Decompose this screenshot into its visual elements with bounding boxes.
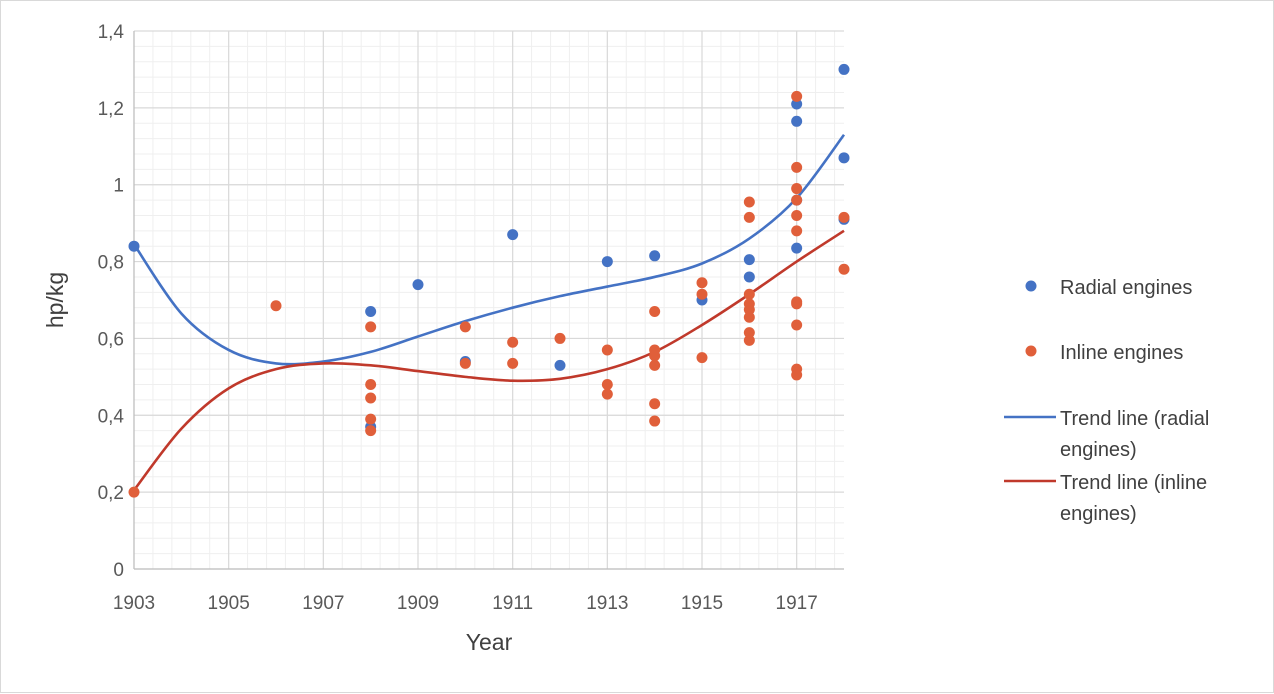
y-tick-label: 0,8 bbox=[98, 253, 124, 274]
data-point-radial bbox=[554, 359, 566, 371]
data-point-inline bbox=[365, 392, 377, 404]
data-point-inline bbox=[649, 398, 661, 410]
y-tick-label: 0,6 bbox=[98, 329, 124, 350]
y-axis-title: hp/kg bbox=[42, 272, 68, 328]
legend-item-2-label: Inline engines bbox=[1060, 342, 1183, 364]
data-point-inline bbox=[459, 321, 471, 333]
data-point-inline bbox=[791, 90, 803, 102]
data-point-inline bbox=[649, 359, 661, 371]
data-point-inline bbox=[459, 357, 471, 369]
data-point-inline bbox=[743, 288, 755, 300]
data-point-radial bbox=[507, 229, 519, 241]
data-point-inline bbox=[554, 332, 566, 344]
data-point-inline bbox=[743, 211, 755, 223]
x-tick-label: 1915 bbox=[681, 593, 723, 614]
trend-line-inline bbox=[132, 229, 845, 492]
y-tick-label: 1 bbox=[113, 176, 124, 197]
data-point-radial bbox=[649, 250, 661, 262]
legend-item-3-label: engines) bbox=[1060, 439, 1137, 461]
data-point-radial bbox=[365, 306, 377, 318]
y-tick-label: 1,4 bbox=[98, 22, 125, 43]
tick-labels: 0 0,2 0,4 0,6 0,8 1 1,2 1,4 1903 1905 1907 1909 1911… bbox=[98, 22, 818, 614]
legend-item-3-label: Trend line (radial bbox=[1060, 408, 1209, 430]
data-point-inline bbox=[791, 194, 803, 206]
trend-lines bbox=[132, 133, 846, 492]
data-point-inline bbox=[743, 327, 755, 339]
legend-item-4-label: engines) bbox=[1060, 503, 1137, 525]
data-point-inline bbox=[791, 209, 803, 221]
data-point-inline bbox=[601, 379, 613, 391]
data-point-radial bbox=[743, 254, 755, 266]
data-point-radial bbox=[791, 115, 803, 127]
legend-item-4-label: Trend line (inline bbox=[1060, 472, 1207, 494]
x-axis-title: Year bbox=[466, 629, 513, 655]
data-point-inline bbox=[743, 196, 755, 208]
data-point-inline bbox=[838, 211, 850, 223]
data-point-inline bbox=[791, 298, 803, 310]
data-point-inline bbox=[791, 225, 803, 237]
y-tick-label: 0 bbox=[113, 560, 124, 581]
x-tick-label: 1917 bbox=[776, 593, 818, 614]
data-point-radial bbox=[838, 152, 850, 164]
data-point-radial bbox=[601, 256, 613, 268]
y-tick-label: 1,2 bbox=[98, 99, 124, 120]
data-point-inline bbox=[365, 379, 377, 391]
data-point-inline bbox=[649, 306, 661, 318]
data-point-radial bbox=[743, 271, 755, 283]
data-point-inline bbox=[365, 413, 377, 425]
data-point-inline bbox=[696, 352, 708, 364]
data-points bbox=[128, 63, 850, 498]
x-tick-label: 1907 bbox=[302, 593, 344, 614]
data-point-inline bbox=[649, 350, 661, 362]
data-point-radial bbox=[128, 240, 140, 252]
data-point-inline bbox=[601, 388, 613, 400]
data-point-radial bbox=[791, 242, 803, 254]
legend-item-2-marker bbox=[1025, 345, 1037, 357]
legend-item-1-marker bbox=[1025, 280, 1037, 292]
data-point-inline bbox=[791, 319, 803, 331]
x-tick-label: 1913 bbox=[586, 593, 628, 614]
x-tick-label: 1905 bbox=[208, 593, 250, 614]
x-tick-label: 1903 bbox=[113, 593, 155, 614]
data-point-inline bbox=[365, 425, 377, 437]
data-point-inline bbox=[743, 334, 755, 346]
data-point-inline bbox=[743, 304, 755, 316]
y-tick-label: 0,2 bbox=[98, 483, 124, 504]
data-point-inline bbox=[649, 415, 661, 427]
legend: Radial engines Inline engines Trend line (… bbox=[1004, 277, 1209, 525]
data-point-inline bbox=[601, 344, 613, 356]
data-point-inline bbox=[270, 300, 282, 312]
data-point-radial bbox=[791, 98, 803, 110]
data-point-inline bbox=[696, 288, 708, 300]
data-point-inline bbox=[791, 369, 803, 381]
legend-item-1-label: Radial engines bbox=[1060, 277, 1192, 299]
data-point-inline bbox=[791, 183, 803, 195]
data-point-inline bbox=[791, 161, 803, 173]
data-point-inline bbox=[838, 263, 850, 275]
data-point-inline bbox=[507, 336, 519, 348]
data-point-radial bbox=[412, 279, 424, 291]
y-tick-label: 0,4 bbox=[98, 406, 125, 427]
axes bbox=[133, 31, 844, 570]
minor-gridlines bbox=[133, 30, 844, 570]
data-point-radial bbox=[838, 63, 850, 75]
data-point-inline bbox=[696, 277, 708, 289]
x-tick-label: 1909 bbox=[397, 593, 439, 614]
trend-line-radial bbox=[132, 133, 846, 366]
x-tick-label: 1911 bbox=[492, 593, 533, 614]
data-point-inline bbox=[743, 311, 755, 323]
data-point-inline bbox=[507, 357, 519, 369]
major-gridlines bbox=[133, 30, 844, 570]
data-point-inline bbox=[365, 321, 377, 333]
data-point-inline bbox=[128, 486, 140, 498]
